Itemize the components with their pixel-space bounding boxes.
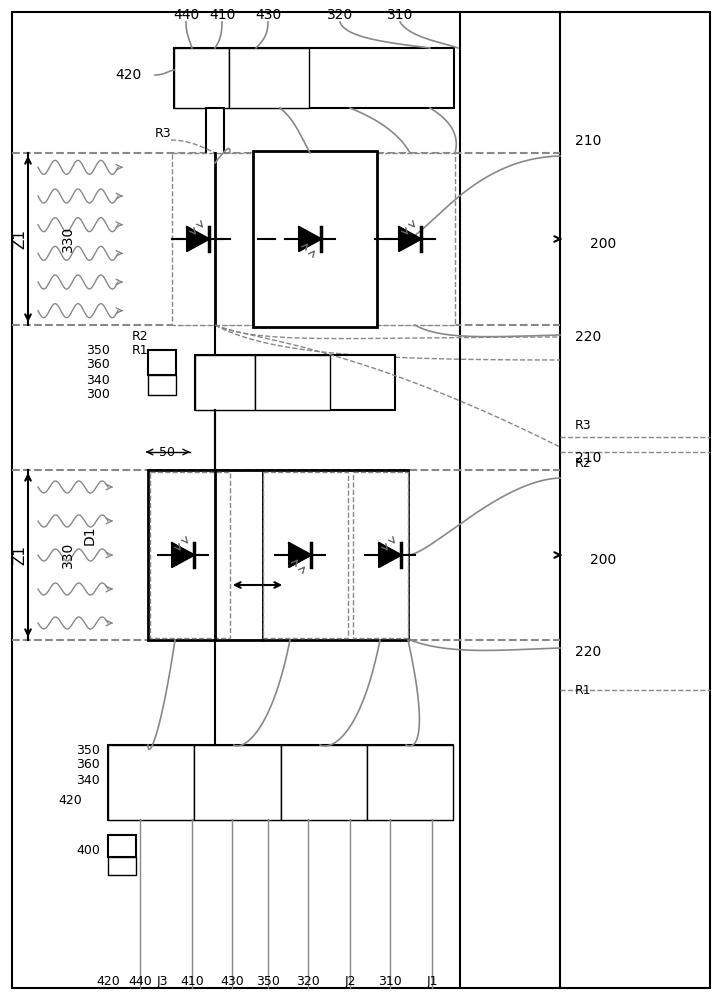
Text: 420: 420 bbox=[116, 68, 142, 82]
Text: 320: 320 bbox=[327, 8, 353, 22]
Text: R1: R1 bbox=[132, 344, 148, 357]
Bar bbox=[263, 472, 348, 638]
Text: 360: 360 bbox=[86, 359, 110, 371]
Text: 430: 430 bbox=[220, 975, 244, 988]
Text: 350: 350 bbox=[76, 744, 100, 756]
Text: 310: 310 bbox=[378, 975, 402, 988]
Text: 350: 350 bbox=[256, 975, 280, 988]
Polygon shape bbox=[399, 227, 421, 251]
Text: 220: 220 bbox=[575, 645, 602, 659]
Text: D1: D1 bbox=[83, 525, 97, 545]
Text: Z1: Z1 bbox=[12, 229, 27, 249]
Polygon shape bbox=[187, 227, 209, 251]
Text: 340: 340 bbox=[86, 373, 110, 386]
Bar bbox=[255, 153, 375, 325]
Text: J3: J3 bbox=[156, 975, 168, 988]
Bar bbox=[229, 48, 309, 108]
Bar bbox=[367, 745, 453, 820]
Bar bbox=[255, 355, 330, 410]
Text: 360: 360 bbox=[76, 758, 100, 772]
Polygon shape bbox=[289, 543, 311, 567]
Text: 440: 440 bbox=[173, 8, 199, 22]
Bar bbox=[108, 857, 136, 875]
Bar bbox=[370, 153, 455, 325]
Text: 330: 330 bbox=[61, 226, 75, 252]
Text: 330: 330 bbox=[61, 542, 75, 568]
Bar bbox=[108, 745, 453, 820]
Text: R2: R2 bbox=[132, 330, 148, 344]
Bar bbox=[206, 108, 224, 163]
Text: 50: 50 bbox=[159, 446, 175, 458]
Text: R1: R1 bbox=[575, 684, 591, 696]
Text: 350: 350 bbox=[86, 344, 110, 357]
Bar bbox=[108, 835, 136, 857]
Text: 320: 320 bbox=[296, 975, 320, 988]
Bar bbox=[195, 355, 395, 410]
Text: 420: 420 bbox=[59, 794, 82, 806]
Bar bbox=[353, 472, 408, 638]
Polygon shape bbox=[172, 543, 194, 567]
Bar bbox=[263, 470, 408, 640]
Text: Z1: Z1 bbox=[12, 545, 27, 565]
Text: R3: R3 bbox=[155, 127, 171, 140]
Text: 400: 400 bbox=[76, 844, 100, 856]
Text: 210: 210 bbox=[575, 451, 602, 465]
Text: 340: 340 bbox=[76, 774, 100, 786]
Polygon shape bbox=[379, 543, 401, 567]
Text: R2: R2 bbox=[575, 457, 591, 470]
Text: 410: 410 bbox=[180, 975, 204, 988]
Bar bbox=[108, 745, 194, 820]
Bar bbox=[194, 745, 281, 820]
Bar bbox=[150, 472, 230, 638]
Bar bbox=[148, 375, 176, 395]
Text: 200: 200 bbox=[590, 553, 616, 567]
Polygon shape bbox=[299, 227, 321, 251]
Bar bbox=[174, 48, 229, 108]
Text: R3: R3 bbox=[575, 419, 591, 432]
Text: 440: 440 bbox=[128, 975, 152, 988]
Bar bbox=[172, 153, 257, 325]
Text: 200: 200 bbox=[590, 237, 616, 251]
Text: J1: J1 bbox=[427, 975, 437, 988]
Text: 210: 210 bbox=[575, 134, 602, 148]
Bar bbox=[195, 355, 255, 410]
Bar bbox=[253, 151, 377, 327]
Text: 220: 220 bbox=[575, 330, 602, 344]
Text: 300: 300 bbox=[86, 388, 110, 401]
Text: J2: J2 bbox=[344, 975, 356, 988]
Text: 430: 430 bbox=[255, 8, 281, 22]
Text: 410: 410 bbox=[209, 8, 235, 22]
Text: 310: 310 bbox=[387, 8, 413, 22]
Text: 420: 420 bbox=[96, 975, 120, 988]
Bar bbox=[174, 48, 454, 108]
Bar bbox=[148, 470, 263, 640]
Bar bbox=[281, 745, 367, 820]
Bar bbox=[148, 350, 176, 375]
